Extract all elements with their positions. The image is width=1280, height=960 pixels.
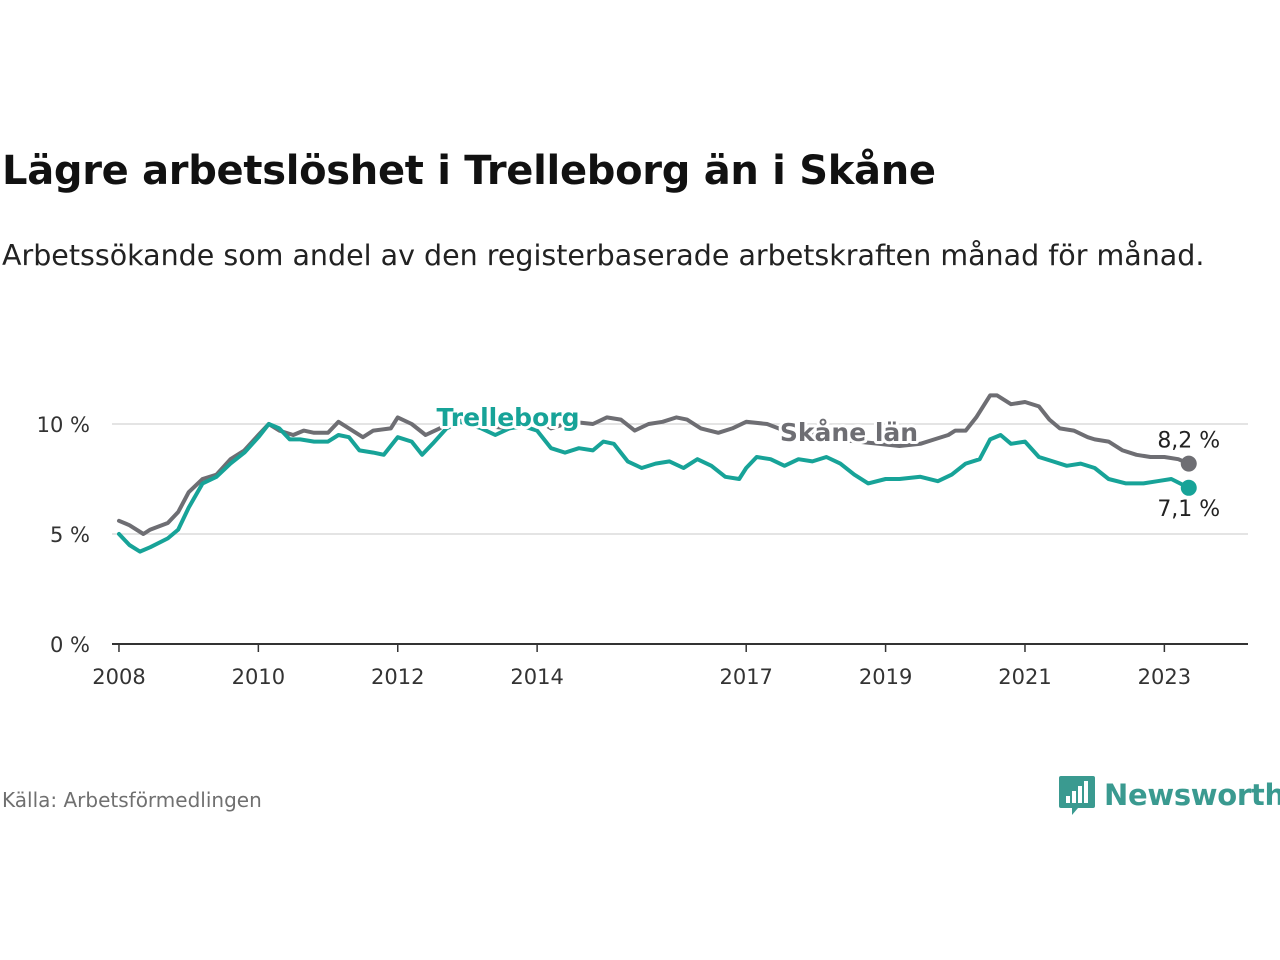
newsworthy-logo-icon	[1059, 776, 1095, 815]
end-value-label: 7,1 %	[1157, 497, 1220, 522]
end-value-label: 8,2 %	[1157, 429, 1220, 454]
brand-logo[interactable]: Newsworthy	[1058, 772, 1280, 818]
series-end-marker	[1180, 479, 1197, 496]
y-tick-label: 5 %	[50, 523, 90, 547]
x-tick-label: 2021	[998, 665, 1051, 689]
y-tick-label: 0 %	[50, 633, 90, 657]
chart-subtitle: Arbetssökande som andel av den registerb…	[2, 239, 1205, 272]
series-name-label: Skåne län	[780, 418, 918, 447]
x-tick-label: 2023	[1138, 665, 1191, 689]
series-line	[117, 419, 1191, 554]
series-name-label: Trelleborg	[437, 403, 580, 432]
x-tick-label: 2010	[232, 665, 285, 689]
x-tick-label: 2008	[92, 665, 145, 689]
x-tick-label: 2012	[371, 665, 424, 689]
x-tick-label: 2014	[510, 665, 563, 689]
chart-title: Lägre arbetslöshet i Trelleborg än i Skå…	[2, 148, 936, 194]
x-tick-label: 2019	[859, 665, 912, 689]
brand-name: Newsworthy	[1104, 778, 1280, 812]
series-end-marker	[1180, 455, 1197, 472]
source-note: Källa: Arbetsförmedlingen	[2, 788, 262, 812]
y-tick-label: 10 %	[37, 413, 90, 437]
x-tick-label: 2017	[719, 665, 772, 689]
